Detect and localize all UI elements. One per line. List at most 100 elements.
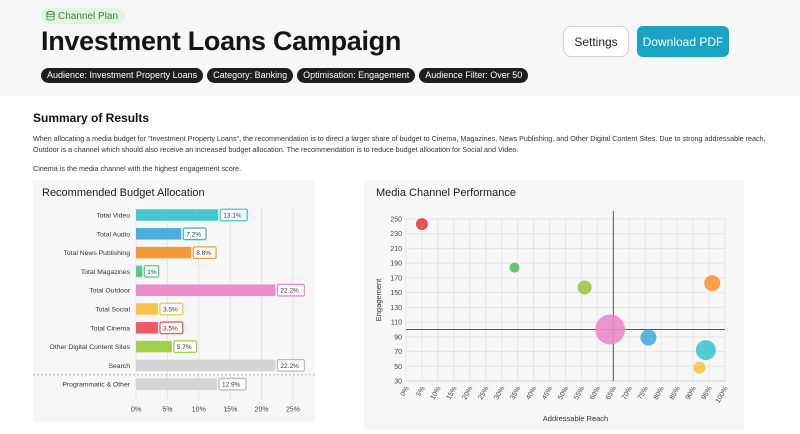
bar — [136, 246, 192, 259]
x-tick-label: 5% — [162, 407, 172, 414]
x-tick-label: 80% — [653, 386, 666, 402]
x-tick-label: 70% — [621, 386, 634, 402]
bar — [136, 359, 276, 372]
y-tick-label: 150 — [390, 290, 402, 297]
page-header: Channel Plan Investment Loans Campaign S… — [0, 0, 800, 96]
x-tick-label: 20% — [461, 386, 474, 402]
category-label: Search — [108, 363, 130, 370]
y-tick-label: 30 — [394, 379, 402, 386]
x-tick-label: 65% — [605, 386, 618, 402]
category-label: Total Video — [96, 213, 130, 220]
data-label-box — [276, 358, 306, 372]
x-tick-label: 15% — [223, 407, 237, 414]
budget-allocation-chart: 0% 5% 10% 15% 20% 25% Total Video 13.1% Total Au… — [33, 207, 315, 414]
x-tick-label: 5% — [416, 386, 427, 398]
optimisation-tag: Optimisation: Engagement — [297, 68, 416, 83]
bubble-point — [577, 280, 592, 295]
y-tick-label: 170 — [390, 275, 402, 282]
bubble-point — [693, 361, 706, 374]
y-tick-label: 110 — [391, 320, 402, 327]
summary-heading: Summary of Results — [33, 111, 150, 125]
y-tick-label: 190 — [390, 261, 402, 268]
category-label: Total Audio — [97, 231, 130, 238]
data-label: 5.7% — [177, 344, 192, 351]
bar — [136, 322, 158, 334]
data-label-box — [159, 321, 184, 335]
x-tick-label: 25% — [477, 386, 490, 402]
data-label: 22.2% — [280, 363, 299, 370]
data-label-box — [143, 265, 160, 278]
data-label-box — [218, 377, 247, 391]
channel-plan-badge: Channel Plan — [41, 8, 126, 24]
category-label: Total Magazines — [81, 269, 131, 276]
y-axis-title: Engagement — [374, 278, 383, 321]
data-label: 8.8% — [196, 250, 211, 257]
channel-performance-panel: Media Channel Performance 30 50 70 90 110 130… — [364, 180, 744, 430]
x-tick-label: 100% — [715, 386, 730, 405]
settings-button[interactable]: Settings — [563, 26, 629, 57]
data-label: 3.5% — [163, 325, 178, 332]
y-tick-label: 250 — [390, 217, 402, 224]
x-tick-label: 20% — [255, 407, 269, 414]
category-label: Total Social — [95, 307, 130, 314]
x-tick-label: 15% — [446, 386, 459, 402]
bar — [136, 228, 182, 240]
category-label: Programmatic & Other — [62, 382, 130, 389]
category-label: Total News Publishing — [64, 250, 131, 257]
y-tick-label: 210 — [390, 246, 402, 253]
y-tick-label: 90 — [394, 334, 402, 341]
data-label: 12.9% — [222, 382, 241, 389]
bubble-point — [704, 275, 721, 292]
data-label-box — [182, 227, 207, 241]
bubble-point — [695, 340, 716, 361]
category-label: Total Cinema — [90, 325, 130, 332]
budget-allocation-panel: Recommended Budget Allocation 0% 5% 10% 15%… — [33, 180, 315, 422]
budget-chart-title: Recommended Budget Allocation — [42, 187, 205, 199]
data-label: 1% — [147, 269, 157, 276]
x-tick-label: 95% — [701, 386, 714, 402]
data-label-box — [173, 340, 198, 354]
data-label: 7.2% — [186, 231, 201, 238]
x-tick-label: 30% — [493, 386, 506, 402]
x-tick-label: 40% — [525, 386, 538, 402]
summary-paragraph: When allocating a media budget for "Inve… — [33, 134, 766, 154]
x-tick-label: 85% — [669, 386, 682, 402]
y-tick-label: 50 — [394, 364, 402, 371]
data-label-box — [192, 246, 217, 259]
bar — [136, 265, 143, 278]
data-label-box — [159, 302, 184, 316]
data-label: 13.1% — [223, 213, 242, 220]
bar — [136, 209, 219, 221]
bubble-point — [595, 314, 626, 345]
category-tag: Category: Banking — [207, 68, 294, 83]
x-tick-label: 75% — [637, 386, 650, 402]
bar — [136, 284, 276, 296]
x-tick-label: 55% — [573, 386, 586, 402]
x-tick-label: 45% — [541, 386, 554, 402]
x-tick-label: 0% — [400, 386, 411, 398]
bar — [136, 340, 172, 353]
audience-filter-tag: Audience Filter: Over 50 — [419, 68, 529, 83]
summary-note: Cinema is the media channel with the hig… — [33, 164, 242, 173]
database-icon — [46, 11, 55, 21]
category-label: Other Digital Content Sites — [50, 344, 131, 351]
x-tick-label: 25% — [286, 407, 300, 414]
x-tick-label: 50% — [557, 386, 570, 402]
data-label-box — [276, 283, 306, 297]
channel-plan-label: Channel Plan — [58, 10, 119, 22]
bar — [136, 303, 158, 315]
x-tick-label: 10% — [430, 386, 443, 402]
x-tick-label: 90% — [685, 386, 698, 402]
audience-tag: Audience: Investment Property Loans — [41, 68, 204, 83]
x-tick-label: 10% — [192, 407, 206, 414]
category-label: Total Outdoor — [89, 288, 131, 295]
y-tick-label: 230 — [390, 231, 402, 238]
download-pdf-button[interactable]: Download PDF — [637, 26, 729, 57]
x-tick-label: 0% — [131, 407, 141, 414]
filter-tags: Audience: Investment Property Loans Cate… — [41, 68, 529, 83]
x-tick-label: 35% — [509, 386, 522, 402]
data-label-box — [219, 208, 248, 222]
bubble-point — [640, 329, 657, 346]
x-tick-label: 60% — [589, 386, 602, 402]
